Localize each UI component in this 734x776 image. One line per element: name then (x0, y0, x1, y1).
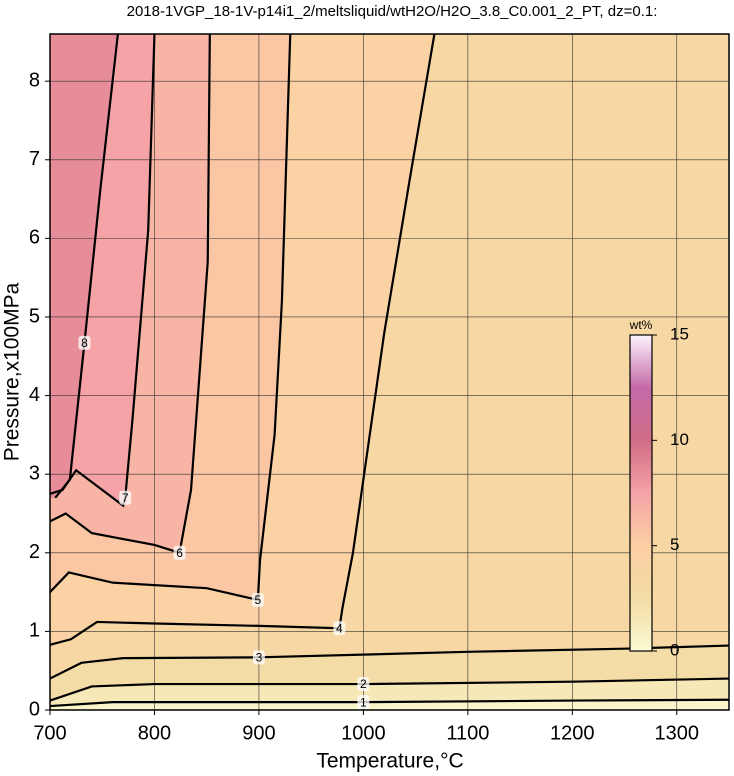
contour-label: 1 (360, 695, 367, 709)
y-tick-label: 1 (29, 620, 40, 642)
colorbar-label: wt% (629, 318, 653, 332)
x-tick-label: 1300 (655, 722, 700, 744)
colorbar-tick-label: 10 (670, 430, 689, 449)
contour-label-box (252, 650, 265, 665)
y-tick-label: 4 (29, 384, 40, 406)
y-tick-label: 2 (29, 541, 40, 563)
plot-frame (49, 33, 730, 711)
x-tick-label: 700 (33, 722, 66, 744)
region-fill (50, 34, 118, 498)
contour-label: 2 (360, 677, 367, 691)
y-tick-label: 5 (29, 305, 40, 327)
colorbar: wt% 0 5 10 15 (629, 318, 689, 659)
contour-label: 4 (336, 621, 343, 635)
colorbar-tick-label: 0 (670, 640, 679, 659)
x-tick-label: 1200 (550, 722, 595, 744)
y-tick-label: 7 (29, 148, 40, 170)
contour-label: 6 (176, 546, 183, 560)
chart-title: 2018-1VGP_18-1V-p14i1_2/meltsliquid/wtH2… (127, 3, 658, 20)
y-tick-label: 8 (29, 69, 40, 91)
y-tick-label: 3 (29, 462, 40, 484)
x-tick-label: 1100 (446, 722, 489, 744)
contour-label-box (251, 592, 264, 607)
contour-label: 3 (256, 651, 263, 665)
colorbar-tick-label: 5 (670, 535, 679, 554)
contour-label: 5 (255, 593, 262, 607)
contour-label-box (333, 621, 346, 636)
contour-label-box (357, 695, 370, 710)
contours: 1 2 3 4 5 6 7 8 (50, 34, 729, 709)
y-tick-label: 0 (29, 698, 40, 720)
contour-line (50, 698, 729, 708)
contour-label-box (119, 490, 132, 505)
colorbar-tick-label: 15 (670, 324, 689, 343)
contour-label-box (173, 545, 186, 560)
x-tick-label: 1000 (341, 722, 386, 744)
x-tick-label: 900 (242, 722, 275, 744)
x-axis-label: Temperature,°C (316, 750, 463, 773)
contour-line (50, 677, 729, 702)
y-tick-label: 6 (29, 227, 40, 249)
contour-label-box (357, 677, 370, 692)
contour-label: 8 (81, 336, 88, 350)
contour-label-box (78, 335, 91, 350)
colorbar-scale (629, 334, 653, 652)
contour-label: 7 (122, 491, 129, 505)
x-tick-label: 800 (138, 722, 171, 744)
contour-line (50, 34, 211, 555)
y-axis-label: Pressure,x100MPa (1, 282, 24, 461)
